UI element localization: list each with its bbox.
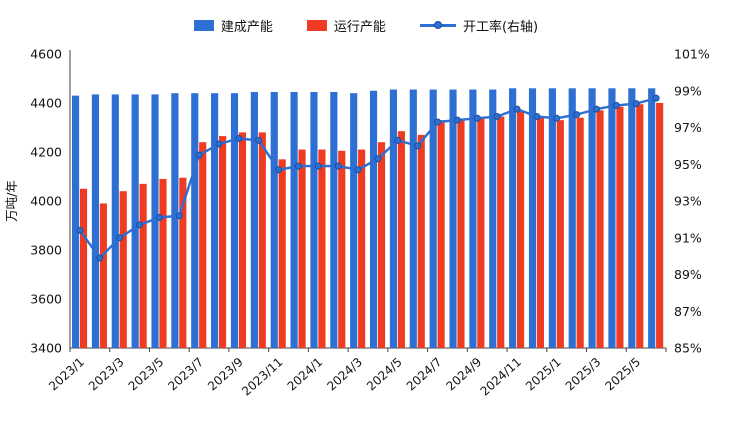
svg-text:4400: 4400 (30, 96, 62, 111)
svg-text:89%: 89% (674, 267, 702, 282)
legend-label-built: 建成产能 (220, 19, 273, 35)
x-axis-labels: 2023/12023/32023/52023/72023/92023/11202… (46, 355, 643, 399)
svg-text:101%: 101% (674, 47, 710, 62)
svg-text:95%: 95% (674, 157, 702, 172)
svg-text:2024/5: 2024/5 (364, 355, 405, 394)
svg-text:2023/11: 2023/11 (239, 355, 285, 399)
svg-text:2023/7: 2023/7 (165, 355, 206, 394)
svg-text:2024/3: 2024/3 (324, 355, 365, 394)
svg-text:万吨/年: 万吨/年 (4, 180, 19, 222)
svg-text:2024/7: 2024/7 (404, 355, 445, 394)
svg-text:2024/11: 2024/11 (478, 355, 524, 399)
svg-text:85%: 85% (674, 341, 702, 356)
svg-text:3400: 3400 (30, 341, 62, 356)
bars-built-capacity (71, 88, 656, 349)
axis-frame (69, 50, 667, 352)
svg-text:2025/3: 2025/3 (563, 355, 604, 394)
legend-label-running: 运行产能 (333, 19, 386, 35)
svg-text:99%: 99% (674, 83, 702, 98)
svg-text:2023/1: 2023/1 (46, 355, 87, 394)
svg-text:3800: 3800 (30, 243, 62, 258)
svg-text:4600: 4600 (30, 47, 62, 62)
svg-text:91%: 91% (674, 230, 702, 245)
chart-legend: 建成产能 运行产能 开工率(右轴) (0, 0, 732, 38)
y-axis-left: 3400 3600 3800 4000 4200 4400 4600 (30, 47, 62, 356)
svg-text:2025/5: 2025/5 (602, 355, 643, 394)
legend-item-built: 建成产能 (193, 16, 273, 35)
rate-marker-icon (433, 21, 442, 29)
svg-text:4000: 4000 (30, 194, 62, 209)
legend-item-rate: 开工率(右轴) (419, 16, 539, 35)
operating-rate-line (76, 94, 660, 262)
svg-text:2023/3: 2023/3 (86, 355, 127, 394)
running-capacity-swatch (306, 19, 327, 31)
svg-text:4200: 4200 (30, 145, 62, 160)
svg-text:93%: 93% (674, 194, 702, 209)
svg-text:2024/1: 2024/1 (285, 355, 326, 394)
y-axis-right: 85% 87% 89% 91% 93% 95% 97% 99% 101% (674, 47, 710, 356)
svg-text:97%: 97% (674, 120, 702, 135)
built-capacity-swatch (193, 19, 214, 31)
y-axis-title: 万吨/年 (4, 180, 19, 222)
chart-svg: 3400 3600 3800 4000 4200 4400 4600 85% 87% 89% 91%… (4, 47, 710, 399)
legend-label-rate: 开工率(右轴) (462, 19, 539, 35)
svg-text:2025/1: 2025/1 (523, 355, 564, 394)
svg-text:2023/5: 2023/5 (126, 355, 167, 394)
rate-line-swatch (419, 21, 456, 29)
legend-item-running: 运行产能 (306, 16, 386, 35)
svg-text:87%: 87% (674, 304, 702, 319)
svg-text:3600: 3600 (30, 292, 62, 307)
bars-running-capacity (79, 103, 664, 349)
